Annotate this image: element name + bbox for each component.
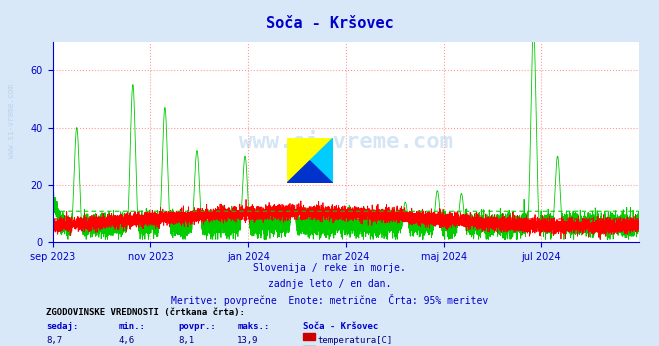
Text: www.si-vreme.com: www.si-vreme.com (7, 84, 16, 158)
Text: 8,7: 8,7 (46, 336, 62, 345)
Text: Soča - Kršovec: Soča - Kršovec (266, 16, 393, 30)
Text: temperatura[C]: temperatura[C] (318, 336, 393, 345)
Text: 8,1: 8,1 (178, 336, 194, 345)
Polygon shape (310, 138, 333, 183)
Polygon shape (287, 138, 333, 183)
Text: sedaj:: sedaj: (46, 322, 78, 331)
Text: 4,6: 4,6 (119, 336, 134, 345)
Text: zadnje leto / en dan.: zadnje leto / en dan. (268, 279, 391, 289)
Bar (303, 333, 315, 340)
Polygon shape (287, 161, 333, 183)
Text: min.:: min.: (119, 322, 146, 331)
Text: ZGODOVINSKE VREDNOSTI (črtkana črta):: ZGODOVINSKE VREDNOSTI (črtkana črta): (46, 308, 245, 317)
Text: 13,9: 13,9 (237, 336, 259, 345)
Text: Meritve: povprečne  Enote: metrične  Črta: 95% meritev: Meritve: povprečne Enote: metrične Črta:… (171, 294, 488, 306)
Text: Slovenija / reke in morje.: Slovenija / reke in morje. (253, 263, 406, 273)
Text: www.si-vreme.com: www.si-vreme.com (239, 132, 453, 152)
Text: maks.:: maks.: (237, 322, 270, 331)
Text: povpr.:: povpr.: (178, 322, 215, 331)
Text: Soča - Kršovec: Soča - Kršovec (303, 322, 378, 331)
